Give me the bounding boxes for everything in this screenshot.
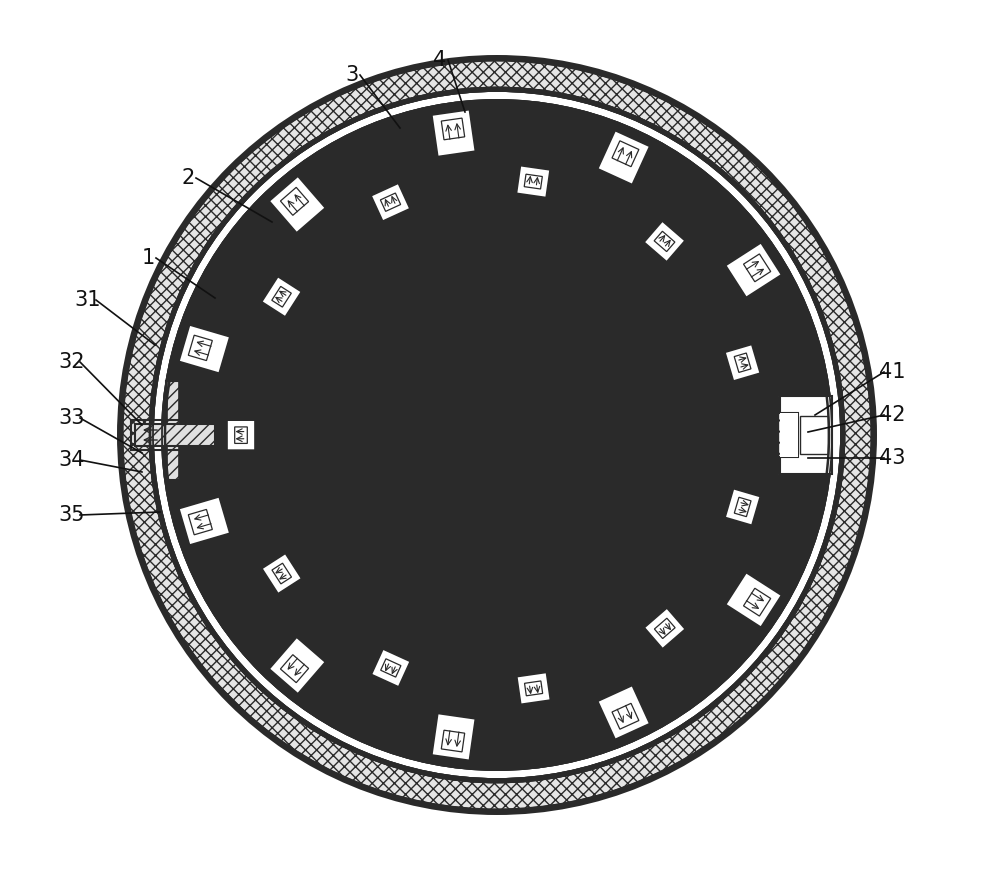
Circle shape <box>165 103 829 767</box>
Polygon shape <box>280 188 309 215</box>
Bar <box>778 396 800 474</box>
Polygon shape <box>380 193 401 212</box>
Polygon shape <box>269 176 325 233</box>
Polygon shape <box>744 588 771 616</box>
Polygon shape <box>525 681 543 696</box>
Bar <box>167 380 179 480</box>
Polygon shape <box>734 497 751 517</box>
Text: 31: 31 <box>75 290 101 310</box>
Circle shape <box>219 157 775 713</box>
Polygon shape <box>441 118 465 140</box>
Polygon shape <box>179 497 230 545</box>
Polygon shape <box>188 335 212 361</box>
Polygon shape <box>598 130 650 185</box>
Polygon shape <box>188 509 212 535</box>
Text: 33: 33 <box>59 408 85 428</box>
Bar <box>800 416 828 454</box>
Polygon shape <box>262 277 301 317</box>
Bar <box>780 413 798 457</box>
Polygon shape <box>517 672 550 705</box>
Text: 43: 43 <box>879 448 905 468</box>
Polygon shape <box>744 254 771 281</box>
Text: 34: 34 <box>59 450 85 470</box>
Polygon shape <box>227 420 255 450</box>
Circle shape <box>223 161 771 709</box>
Polygon shape <box>726 572 782 627</box>
Polygon shape <box>432 110 475 156</box>
Polygon shape <box>780 396 832 474</box>
Wedge shape <box>122 60 872 810</box>
Circle shape <box>150 88 844 782</box>
Polygon shape <box>272 563 291 584</box>
Text: 1: 1 <box>141 248 155 268</box>
Circle shape <box>259 197 735 673</box>
Polygon shape <box>797 424 816 446</box>
Polygon shape <box>725 345 760 381</box>
Text: 4: 4 <box>433 50 447 70</box>
Polygon shape <box>371 183 410 221</box>
Polygon shape <box>524 174 542 189</box>
Circle shape <box>279 217 715 653</box>
Bar <box>131 420 219 450</box>
Text: 41: 41 <box>879 362 905 382</box>
Polygon shape <box>516 165 550 197</box>
Polygon shape <box>441 730 465 752</box>
Polygon shape <box>654 231 675 252</box>
Polygon shape <box>598 686 650 739</box>
Polygon shape <box>179 325 230 373</box>
Polygon shape <box>725 488 760 525</box>
Polygon shape <box>371 649 410 687</box>
Polygon shape <box>432 714 475 760</box>
Polygon shape <box>781 416 823 454</box>
Circle shape <box>162 100 832 770</box>
Text: 42: 42 <box>879 405 905 425</box>
Bar <box>135 424 215 446</box>
Polygon shape <box>644 221 685 262</box>
Polygon shape <box>381 659 401 677</box>
Polygon shape <box>734 353 751 372</box>
Wedge shape <box>153 91 841 779</box>
Text: 35: 35 <box>59 505 85 525</box>
Polygon shape <box>280 655 309 682</box>
Polygon shape <box>262 554 302 594</box>
Polygon shape <box>235 427 247 444</box>
Circle shape <box>117 55 877 815</box>
Polygon shape <box>272 287 291 307</box>
Text: 2: 2 <box>181 168 195 188</box>
Polygon shape <box>269 638 325 694</box>
Polygon shape <box>726 243 782 297</box>
Polygon shape <box>654 618 675 638</box>
Bar <box>166 380 180 480</box>
Text: 3: 3 <box>345 65 359 85</box>
Polygon shape <box>612 141 639 167</box>
Text: 32: 32 <box>59 352 85 372</box>
Polygon shape <box>612 704 639 730</box>
Polygon shape <box>644 608 685 649</box>
